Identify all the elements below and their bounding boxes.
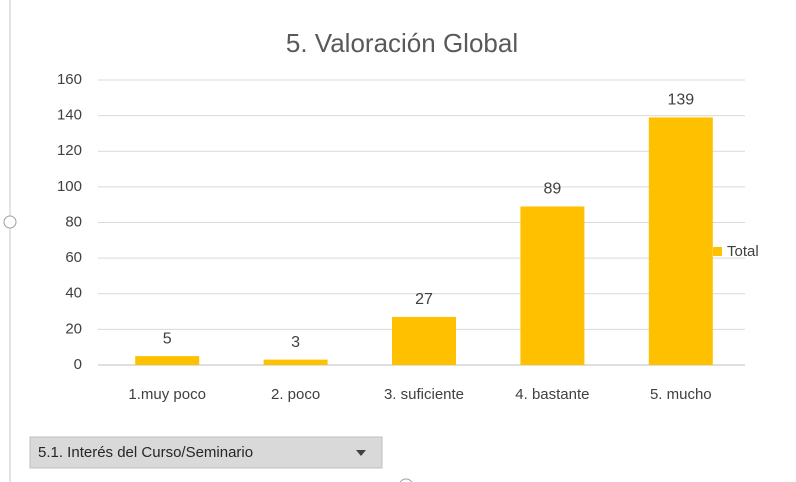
y-tick-label: 80: [65, 213, 82, 230]
x-tick-label: 3. suficiente: [384, 386, 464, 403]
bar: [648, 117, 713, 365]
field-button-bg[interactable]: [29, 436, 383, 469]
data-label: 139: [667, 92, 694, 109]
chart-title: 5. Valoración Global: [286, 28, 518, 58]
data-label: 27: [415, 291, 433, 308]
field-button-label[interactable]: 5.1. Interés del Curso/Seminario: [38, 444, 253, 461]
data-label: 5: [163, 330, 172, 347]
y-tick-label: 160: [57, 71, 82, 88]
bar: [135, 356, 200, 365]
bar: [263, 359, 328, 365]
y-tick-label: 120: [57, 142, 82, 159]
resize-handle: [3, 215, 17, 229]
dropdown-arrow[interactable]: [356, 450, 366, 456]
bar: [520, 206, 585, 365]
data-label: 3: [291, 334, 300, 351]
x-tick-label: 5. mucho: [650, 386, 712, 403]
bar: [392, 316, 456, 365]
legend-swatch: [713, 247, 722, 256]
y-tick-label: 20: [65, 320, 82, 337]
y-tick-label: 100: [57, 178, 82, 195]
y-tick-label: 40: [65, 285, 82, 302]
x-tick-label: 1.muy poco: [128, 386, 206, 403]
legend-label: Total: [727, 243, 759, 260]
resize-handle: [399, 478, 413, 482]
data-label: 89: [544, 181, 562, 198]
y-tick-label: 140: [57, 107, 82, 124]
pivot-field-button[interactable]: 5.1. Interés del Curso/Seminario: [29, 436, 383, 469]
x-tick-label: 4. bastante: [515, 386, 589, 403]
x-tick-label: 2. poco: [271, 386, 320, 403]
y-tick-label: 0: [74, 356, 82, 373]
y-tick-label: 60: [65, 249, 82, 266]
